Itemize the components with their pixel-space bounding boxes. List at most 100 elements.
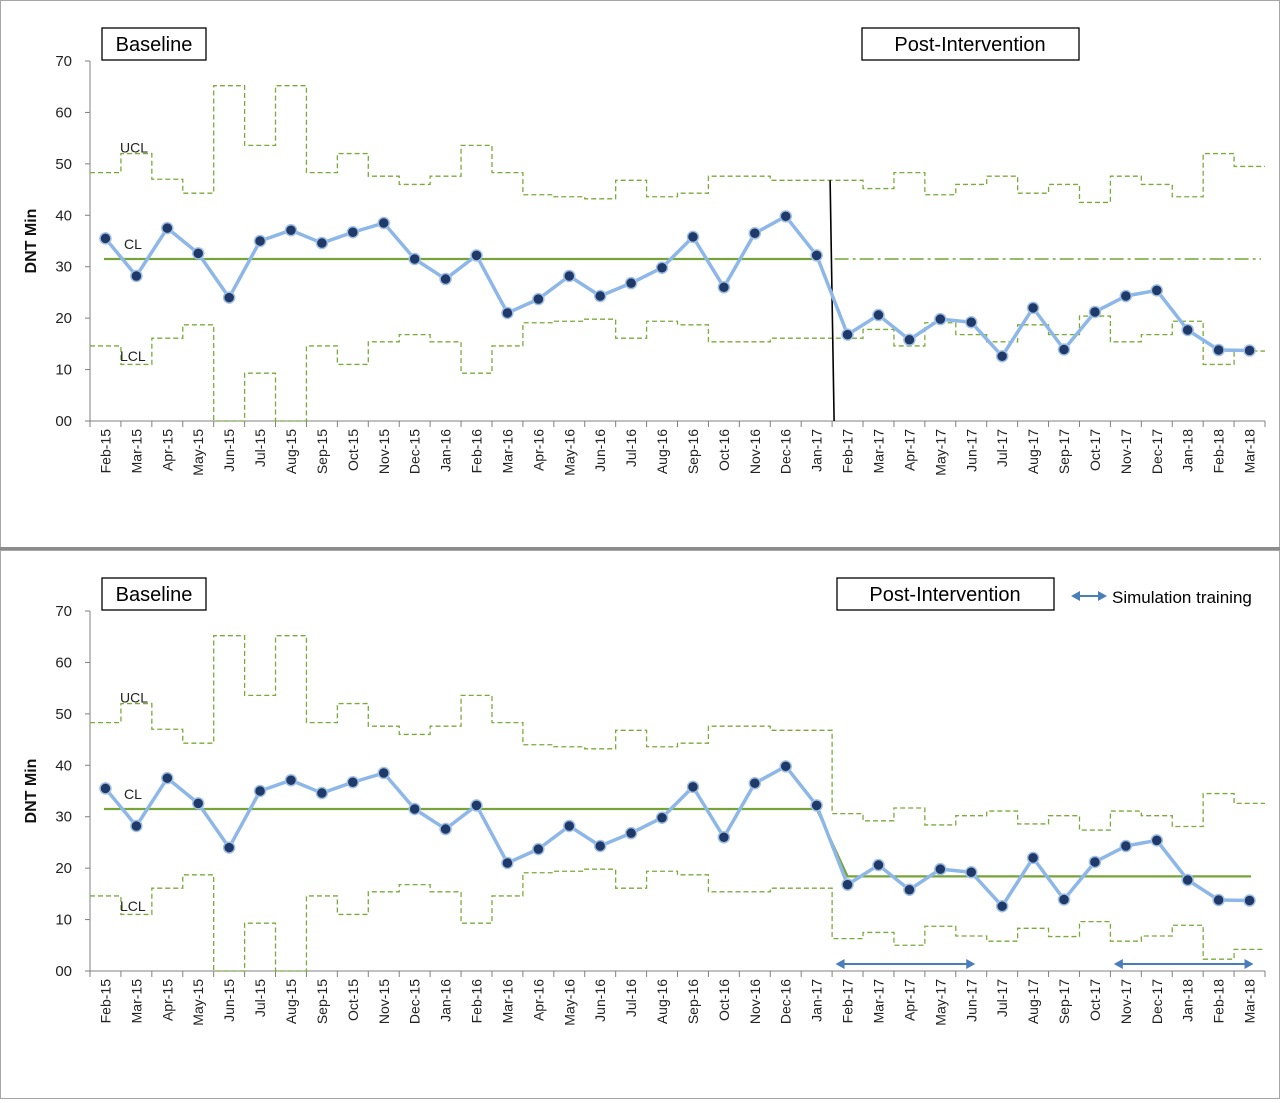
- ucl-label: UCL: [120, 140, 148, 156]
- arrow-head-left: [1113, 959, 1123, 969]
- x-tick-label: Sep-15: [314, 429, 330, 474]
- x-tick-label: Mar-16: [499, 429, 515, 474]
- lcl-label: LCL: [120, 898, 146, 914]
- data-point: [748, 227, 762, 240]
- arrow-head-right: [1244, 959, 1254, 969]
- x-tick-label: Aug-15: [283, 979, 299, 1024]
- x-tick-label: Jun-16: [592, 979, 608, 1022]
- x-tick-label: Jul-15: [252, 429, 268, 467]
- y-tick-label: 00: [55, 963, 72, 980]
- data-point: [284, 223, 298, 237]
- x-tick-label: Apr-17: [901, 979, 917, 1021]
- x-tick-label: Mar-15: [128, 979, 144, 1024]
- data-point: [346, 226, 360, 239]
- legend-label: Simulation training: [1112, 588, 1252, 607]
- cl-label: CL: [124, 236, 142, 252]
- y-axis-title: DNT Min: [23, 759, 40, 824]
- x-tick-label: Mar-17: [870, 979, 886, 1024]
- x-tick-label: Oct-16: [716, 979, 732, 1021]
- data-point: [841, 328, 854, 341]
- post-intervention-label: Post-Intervention: [869, 584, 1020, 606]
- x-tick-label: Jul-17: [994, 979, 1010, 1017]
- y-tick-label: 40: [55, 207, 72, 224]
- data-point: [593, 289, 607, 303]
- arrow-head-left: [835, 959, 845, 969]
- x-tick-label: Oct-15: [345, 979, 361, 1021]
- x-tick-label: Mar-15: [128, 429, 144, 474]
- x-tick-label: Jan-18: [1180, 979, 1196, 1022]
- data-point: [810, 249, 823, 262]
- y-tick-label: 50: [55, 706, 72, 723]
- chart-panel-bottom: 00 10 20 30 40 50 60 70 Feb-15 Mar-15 Apr-15 May-15…: [0, 550, 1280, 1099]
- y-tick-label: 70: [55, 53, 72, 70]
- data-point: [1243, 344, 1256, 357]
- data-point: [1119, 289, 1133, 303]
- x-tick-label: Jun-17: [963, 979, 979, 1022]
- x-tick-label: Apr-15: [159, 979, 175, 1021]
- cl-label: CL: [124, 786, 142, 802]
- data-point: [130, 269, 143, 283]
- x-tick-label: Aug-17: [1025, 979, 1041, 1024]
- y-tick-label: 30: [55, 809, 72, 826]
- x-tick-label: Oct-17: [1087, 429, 1103, 471]
- y-tick-label: 10: [55, 362, 72, 379]
- phase-divider: [829, 180, 835, 422]
- data-point: [686, 230, 700, 244]
- baseline-label: Baseline: [116, 584, 193, 606]
- data-point: [593, 839, 607, 853]
- data-point: [1088, 305, 1102, 319]
- x-tick-label: Nov-16: [747, 429, 763, 474]
- data-point: [1026, 301, 1040, 315]
- x-tick-label: Aug-16: [654, 979, 670, 1024]
- x-tick-label: Dec-15: [407, 429, 423, 474]
- data-point: [222, 841, 236, 854]
- data-point: [1119, 839, 1133, 853]
- baseline-label: Baseline: [116, 34, 193, 56]
- data-point: [1212, 343, 1225, 357]
- data-point: [377, 216, 390, 230]
- x-tick-label: Jun-16: [592, 429, 608, 472]
- data-point: [965, 316, 978, 329]
- data-point: [779, 760, 792, 773]
- post-intervention-label-box: [861, 27, 1080, 61]
- y-axis-title: DNT Min: [23, 209, 40, 274]
- training-period-arrow: [835, 959, 976, 969]
- arrow-head-right: [966, 959, 976, 969]
- data-point: [995, 899, 1009, 913]
- y-tick-label: 40: [55, 757, 72, 774]
- x-tick-label: Apr-16: [530, 979, 546, 1021]
- x-tick-label: Aug-17: [1025, 429, 1041, 474]
- x-tick-label: Feb-15: [97, 429, 113, 474]
- data-point: [563, 819, 576, 833]
- x-tick-label: Sep-16: [685, 429, 701, 474]
- x-tick-label: Sep-15: [314, 979, 330, 1024]
- x-tick-label: Dec-17: [1149, 979, 1165, 1024]
- data-point: [748, 777, 762, 790]
- data-point: [284, 773, 298, 787]
- data-point: [253, 784, 267, 798]
- data-point: [655, 811, 669, 824]
- x-tick-label: Sep-17: [1056, 979, 1072, 1024]
- data-point: [655, 261, 669, 274]
- data-point: [717, 281, 731, 294]
- data-point: [686, 780, 700, 794]
- x-tick-label: Nov-16: [747, 979, 763, 1024]
- data-point: [1026, 851, 1040, 865]
- data-point: [191, 247, 205, 260]
- data-point: [253, 234, 267, 248]
- data-point: [903, 883, 916, 896]
- x-tick-label: May-15: [190, 429, 206, 476]
- x-tick-label: Dec-17: [1149, 429, 1165, 474]
- data-point: [995, 349, 1009, 363]
- data-point: [1243, 894, 1256, 907]
- post-intervention-label-box: [836, 577, 1055, 611]
- x-tick-label: Apr-17: [901, 429, 917, 471]
- x-tick-label: May-17: [932, 429, 948, 476]
- data-point: [439, 822, 452, 836]
- data-point: [501, 856, 514, 870]
- x-tick-label: Aug-16: [654, 429, 670, 474]
- x-tick-label: Nov-15: [376, 429, 392, 474]
- dnt-series-line: [104, 764, 1250, 908]
- x-tick-label: Jul-15: [252, 979, 268, 1017]
- ucl-label: UCL: [120, 690, 148, 706]
